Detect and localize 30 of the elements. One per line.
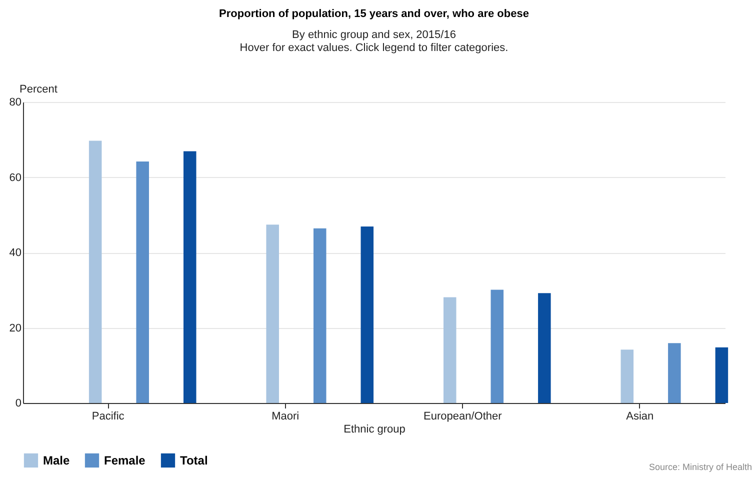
x-tick-label: Maori (272, 410, 300, 422)
y-tick-label: 60 (9, 172, 22, 184)
y-tick-label: 0 (15, 398, 22, 410)
text: Hover for exact values. Click legend to filter categories. (240, 42, 508, 54)
bar (443, 297, 456, 403)
bar (538, 293, 551, 403)
x-tick-label: Pacific (92, 410, 125, 422)
legend-label: Total (180, 453, 208, 468)
bar (668, 343, 681, 403)
y-tick-label: 40 (9, 247, 22, 259)
y-tick-label: 80 (9, 96, 22, 108)
y-axis-title: Percent (20, 84, 58, 96)
chart-subtitle: By ethnic group and sex, 2015/16 (292, 29, 456, 41)
bar (360, 226, 374, 403)
x-tick-label: Asian (626, 410, 654, 422)
bar (313, 228, 326, 403)
bar (620, 350, 634, 403)
legend-label: Female (104, 453, 146, 468)
bar (715, 347, 728, 403)
x-tick-label: European/Other (423, 410, 502, 422)
y-tick-label: 20 (9, 322, 22, 334)
source-note: Source: Ministry of Health (648, 462, 752, 472)
x-axis-title: Ethnic group (344, 424, 406, 436)
bar (136, 161, 149, 403)
bar (183, 151, 196, 403)
chart-title: Proportion of population, 15 years and over, who are obese (219, 8, 529, 20)
bar (88, 140, 102, 403)
bar (266, 224, 279, 403)
legend-label: Male (43, 453, 70, 468)
bar (490, 290, 504, 403)
